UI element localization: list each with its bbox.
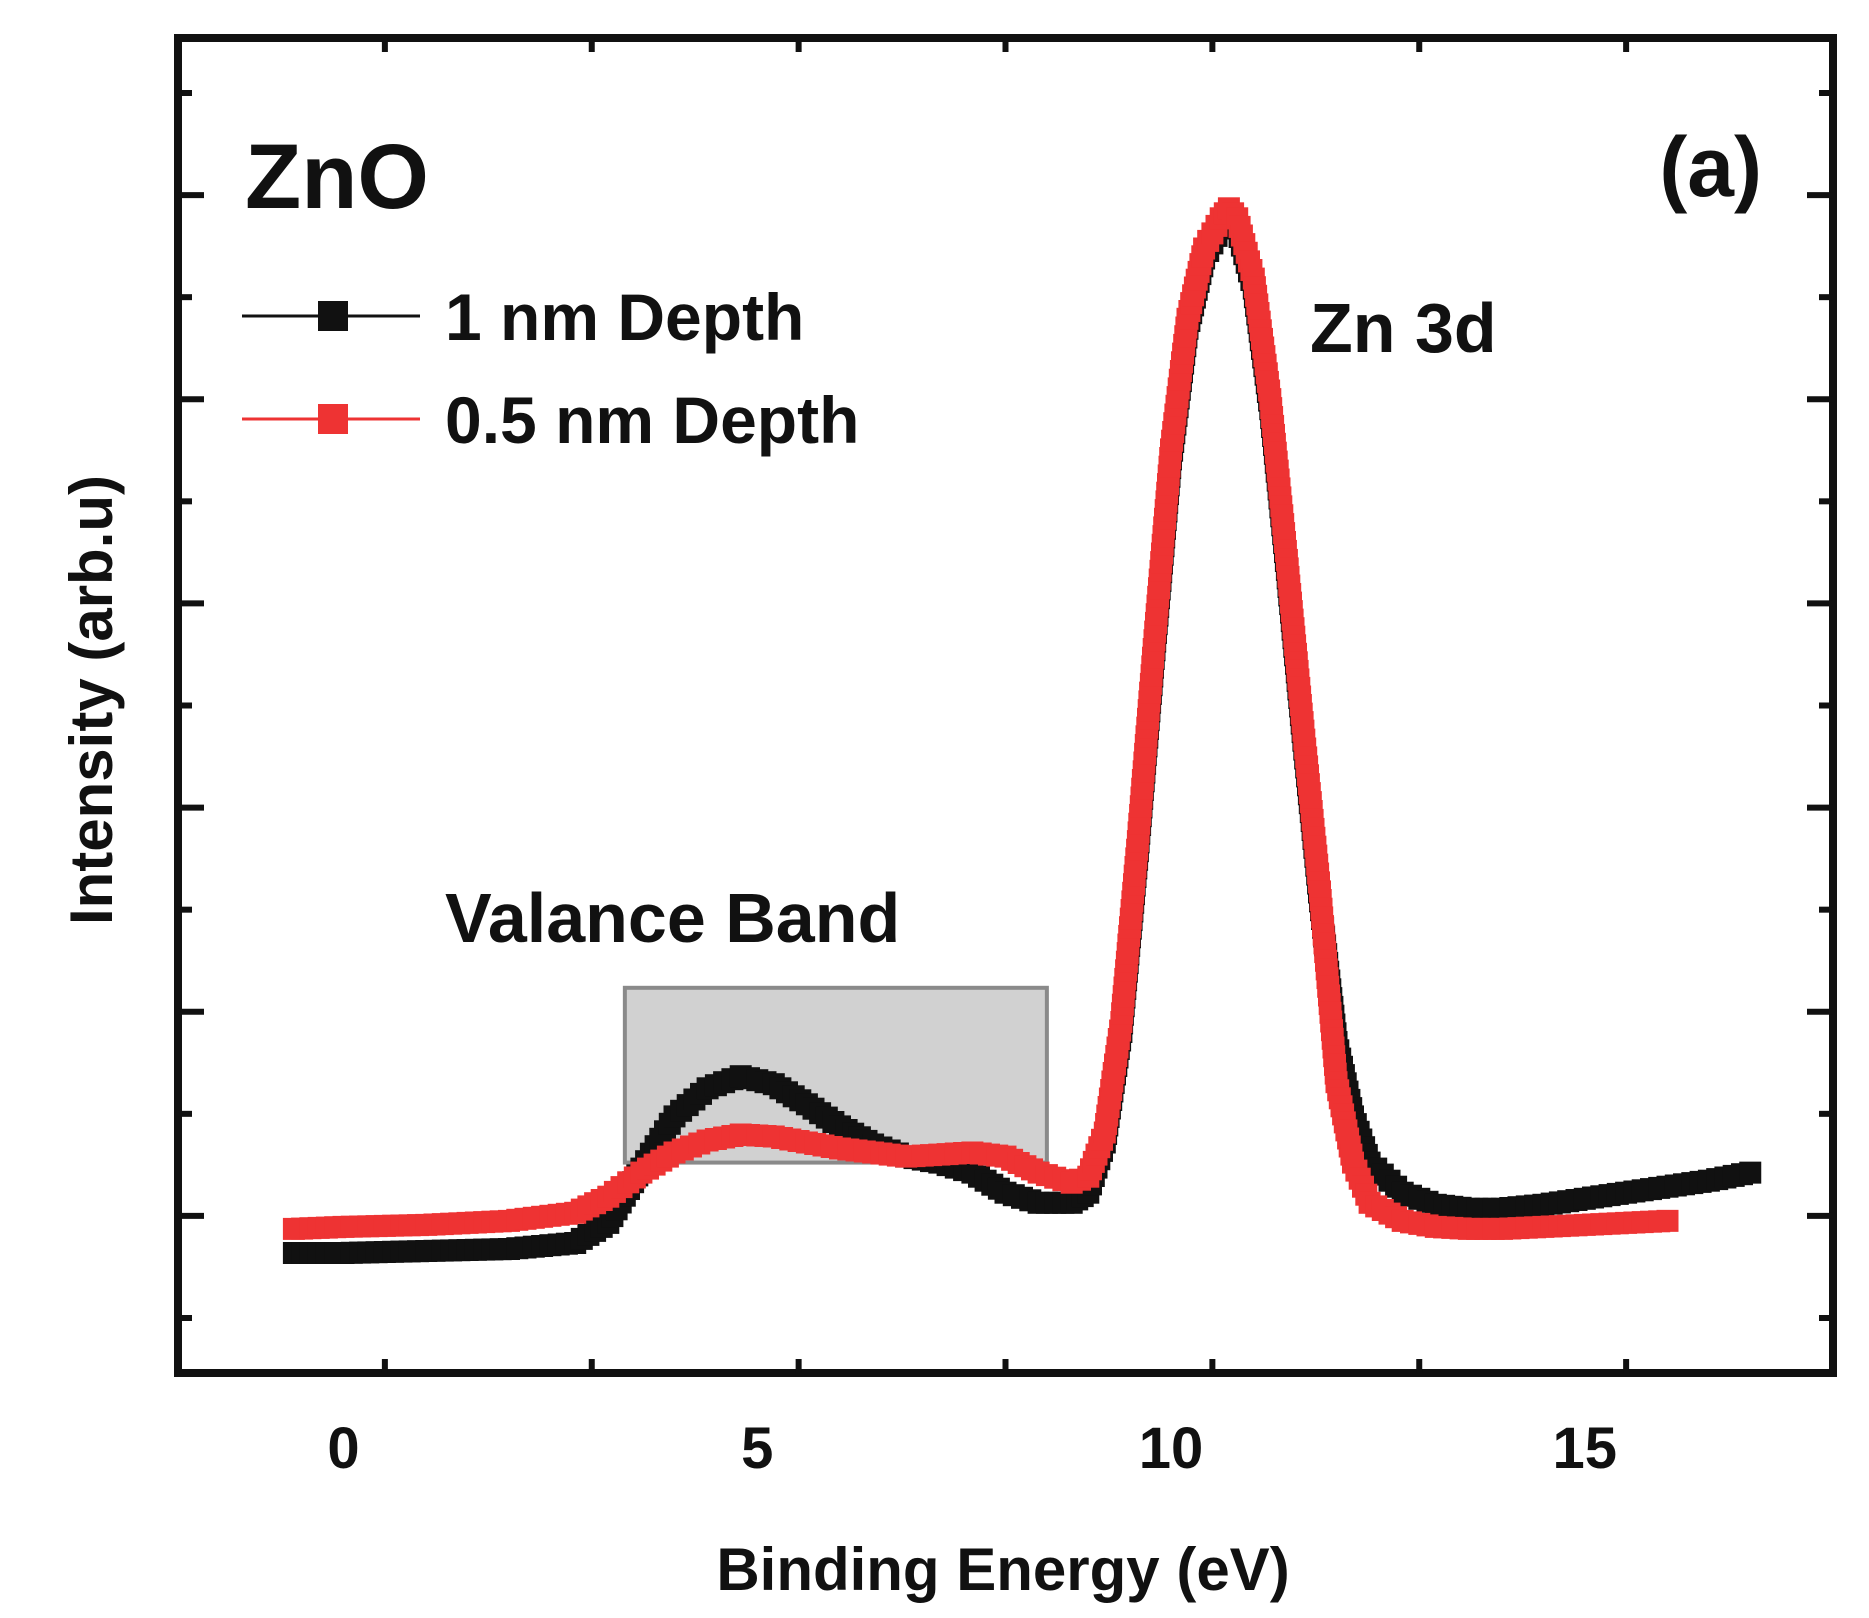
- series-layer: [282, 197, 1762, 1264]
- series-2: [282, 197, 1679, 1240]
- legend: 1 nm Depth 0.5 nm Depth: [242, 280, 859, 457]
- x-tick-label: 10: [1139, 1416, 1204, 1481]
- x-tick-label: 5: [741, 1416, 773, 1481]
- x-axis-label: Binding Energy (eV): [716, 1536, 1289, 1603]
- material-label: ZnO: [245, 126, 429, 228]
- x-tick-labels: 0 5 10 15: [327, 1416, 1617, 1481]
- tick-layer: [175, 38, 1836, 1373]
- band-label: Valance Band: [445, 879, 900, 957]
- legend-label-1: 1 nm Depth: [445, 280, 804, 354]
- legend-label-2: 0.5 nm Depth: [445, 383, 859, 457]
- peak-label: Zn 3d: [1310, 289, 1497, 367]
- legend-entry-2: 0.5 nm Depth: [242, 383, 859, 457]
- panel-label: (a): [1659, 120, 1762, 214]
- legend-marker-2: [318, 404, 348, 434]
- x-tick-label: 15: [1552, 1416, 1617, 1481]
- data-point: [1739, 1161, 1762, 1184]
- plot-frame: [174, 34, 1837, 1377]
- data-point: [1656, 1209, 1679, 1232]
- legend-entry-1: 1 nm Depth: [242, 280, 804, 354]
- y-axis-label: Intensity (arb.u): [58, 475, 125, 925]
- legend-marker-1: [318, 301, 348, 331]
- x-tick-label: 0: [327, 1416, 359, 1481]
